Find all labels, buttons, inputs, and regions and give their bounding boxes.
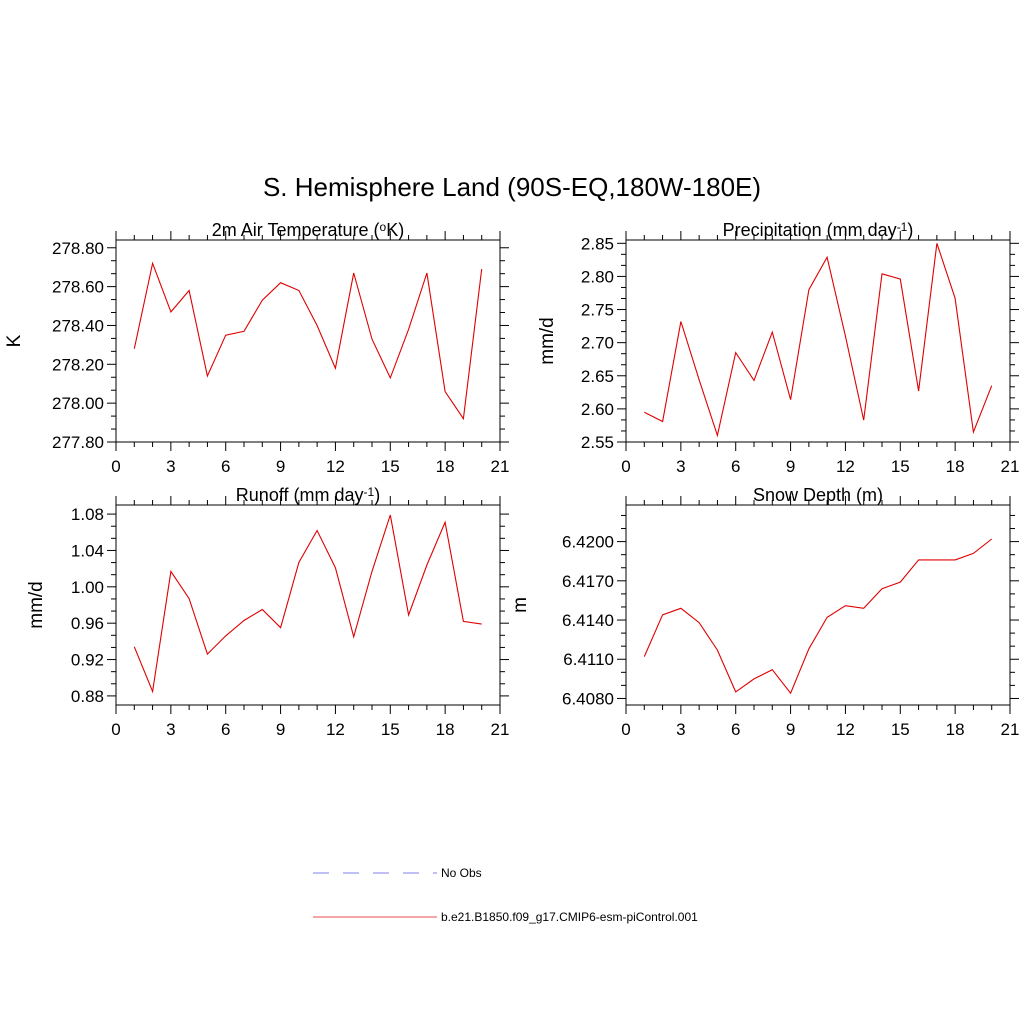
x-tick-label: 18 <box>946 720 965 739</box>
data-series-line <box>644 243 993 438</box>
plot-frame <box>625 504 1011 706</box>
y-tick-label: 2.65 <box>581 367 614 386</box>
panels: 0 3 6 9 12 15 18 21 277.80 278.00 278.20 278.40 278.… <box>4 220 1019 739</box>
x-tick-label: 9 <box>276 457 285 476</box>
x-tick-label: 6 <box>221 720 230 739</box>
y-tick-label: 278.20 <box>52 355 104 374</box>
y-tick-label: 0.88 <box>71 687 104 706</box>
panel-title: Precipitation (mm day-1) <box>723 220 914 240</box>
legend: No Obs b.e21.B1850.f09_g17.CMIP6-esm-piC… <box>313 866 698 924</box>
legend-label-model: b.e21.B1850.f09_g17.CMIP6-esm-piControl.… <box>441 910 698 924</box>
panel-4: 0 3 6 9 12 15 18 21 6.4080 6.4110 6.4140 6.4170 6.42… <box>510 485 1019 739</box>
panel-2: 0 3 6 9 12 15 18 21 2.55 2.60 2.65 2.70 2.75 2.80 2.85… <box>537 220 1019 476</box>
x-tick-label: 12 <box>326 720 345 739</box>
panel-title-tail: K) <box>386 220 404 240</box>
x-tick-label: 9 <box>786 457 795 476</box>
x-tick-label: 15 <box>381 457 400 476</box>
panel-3: 0 3 6 9 12 15 18 21 0.88 0.92 0.96 1.00 1.04 1.08 Runo… <box>26 485 509 739</box>
data-series-line <box>133 514 482 694</box>
y-tick-label: 6.4200 <box>562 533 614 552</box>
y-tick-label: 1.08 <box>71 505 104 524</box>
y-axis-label: K <box>4 334 25 347</box>
y-tick-label: 1.00 <box>71 578 104 597</box>
y-tick-label: 2.85 <box>581 234 614 253</box>
y-tick-label: 0.92 <box>71 651 104 670</box>
x-tick-label: 6 <box>221 457 230 476</box>
x-tick-label: 12 <box>836 457 855 476</box>
y-axis-label: mm/d <box>537 317 558 365</box>
x-tick-label: 3 <box>166 457 175 476</box>
x-tick-label: 9 <box>276 720 285 739</box>
y-tick-label: 2.60 <box>581 400 614 419</box>
plot-frame <box>115 239 501 443</box>
x-tick-label: 3 <box>676 457 685 476</box>
x-tick-label: 0 <box>111 457 120 476</box>
y-tick-label: 2.70 <box>581 334 614 353</box>
x-tick-label: 15 <box>381 720 400 739</box>
y-tick-label: 6.4170 <box>562 572 614 591</box>
y-tick-label: 277.80 <box>52 433 104 452</box>
y-tick-label: 6.4080 <box>562 689 614 708</box>
panel-title: 2m Air Temperature (oK) <box>212 220 404 240</box>
x-tick-label: 12 <box>836 720 855 739</box>
panel-title: Runoff (mm day-1) <box>236 485 380 505</box>
y-axis-label: mm/d <box>26 581 47 629</box>
x-tick-label: 12 <box>326 457 345 476</box>
plot-frame <box>625 239 1011 443</box>
figure-title: S. Hemisphere Land (90S-EQ,180W-180E) <box>263 172 761 202</box>
x-tick-label: 18 <box>946 457 965 476</box>
x-tick-label: 21 <box>491 457 510 476</box>
plot-frame <box>115 504 501 706</box>
panel-title-superscript: o <box>380 220 387 234</box>
x-tick-label: 0 <box>111 720 120 739</box>
x-tick-label: 21 <box>1001 457 1020 476</box>
data-series-line <box>643 538 993 695</box>
x-tick-label: 0 <box>621 720 630 739</box>
data-series-line <box>133 261 483 421</box>
x-tick-label: 6 <box>731 457 740 476</box>
x-tick-label: 18 <box>436 457 455 476</box>
x-tick-label: 15 <box>891 457 910 476</box>
panel-title: Snow Depth (m) <box>753 485 883 505</box>
panel-title-tail: ) <box>374 485 380 505</box>
panel-title-superscript: -1 <box>897 220 908 234</box>
y-tick-label: 1.04 <box>71 541 104 560</box>
x-tick-label: 15 <box>891 720 910 739</box>
x-tick-label: 21 <box>1001 720 1020 739</box>
y-tick-label: 2.55 <box>581 433 614 452</box>
x-tick-label: 18 <box>436 720 455 739</box>
panel-1: 0 3 6 9 12 15 18 21 277.80 278.00 278.20 278.40 278.… <box>4 220 509 476</box>
panel-title-superscript: -1 <box>364 485 375 499</box>
x-tick-label: 21 <box>491 720 510 739</box>
y-tick-label: 278.60 <box>52 278 104 297</box>
y-tick-label: 2.75 <box>581 301 614 320</box>
y-tick-label: 6.4140 <box>562 611 614 630</box>
x-tick-label: 9 <box>786 720 795 739</box>
y-tick-label: 0.96 <box>71 614 104 633</box>
x-tick-label: 3 <box>676 720 685 739</box>
y-tick-label: 2.80 <box>581 267 614 286</box>
panel-title-tail: ) <box>907 220 913 240</box>
x-tick-label: 0 <box>621 457 630 476</box>
y-axis-label: m <box>510 597 531 613</box>
y-tick-label: 6.4110 <box>563 650 614 669</box>
y-tick-label: 278.40 <box>52 316 104 335</box>
x-tick-label: 3 <box>166 720 175 739</box>
y-tick-label: 278.00 <box>52 394 104 413</box>
y-tick-label: 278.80 <box>52 239 104 258</box>
legend-label-no-obs: No Obs <box>441 866 482 880</box>
x-tick-label: 6 <box>731 720 740 739</box>
